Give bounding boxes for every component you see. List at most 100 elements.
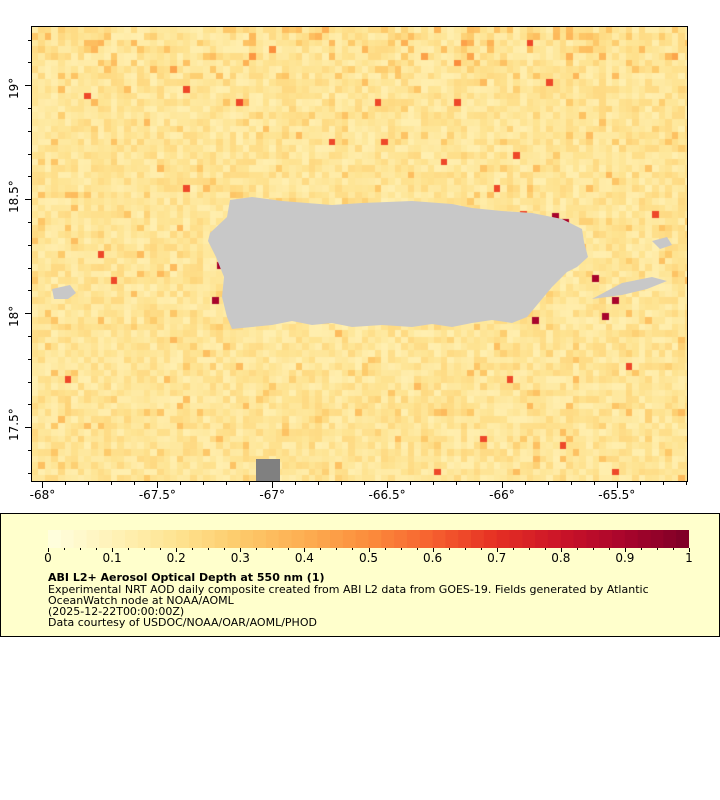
- lon-tick: [65, 482, 67, 485]
- colorbar-tick: [304, 548, 306, 552]
- colorbar-swatch: [163, 530, 177, 548]
- colorbar-tick: [112, 548, 114, 552]
- colorbar-tick: [384, 548, 386, 550]
- colorbar-tick-label: 0.6: [423, 551, 443, 565]
- colorbar-swatch: [650, 530, 664, 548]
- colorbar-tick-label: 0: [44, 551, 52, 565]
- colorbar-swatch: [676, 530, 689, 548]
- colorbar-swatch: [496, 530, 511, 548]
- lon-tick: [410, 482, 412, 485]
- lon-label: -66°: [489, 488, 515, 502]
- colorbar-swatch: [214, 530, 228, 548]
- lon-tick: [616, 482, 618, 488]
- lon-tick: [249, 482, 251, 485]
- lon-tick: [547, 482, 549, 485]
- colorbar-tick: [288, 548, 290, 550]
- colorbar-swatch: [265, 530, 280, 548]
- colorbar-swatch: [201, 530, 216, 548]
- colorbar-swatch: [381, 530, 395, 548]
- lon-tick: [88, 482, 90, 485]
- colorbar-swatch: [278, 530, 293, 548]
- colorbar-swatch: [624, 530, 639, 548]
- aod-map: [31, 26, 688, 482]
- lon-tick: [455, 482, 457, 485]
- colorbar-swatch: [189, 530, 203, 548]
- culebra-island: [652, 237, 672, 249]
- lon-tick: [134, 482, 136, 485]
- colorbar-tick-label: 0.9: [615, 551, 635, 565]
- colorbar-tick: [192, 548, 194, 550]
- colorbar-tick: [80, 548, 82, 550]
- colorbar-swatch: [86, 530, 100, 548]
- legend-line-2: OceanWatch node at NOAA/AOML: [48, 594, 234, 607]
- lon-label: -68°: [29, 488, 56, 502]
- colorbar-tick: [208, 548, 210, 550]
- lon-tick: [42, 482, 44, 488]
- colorbar-tick: [448, 548, 450, 550]
- colorbar-tick-label: 0.5: [358, 551, 379, 565]
- colorbar-tick: [432, 548, 434, 552]
- lon-tick: [501, 482, 503, 488]
- lat-tick: [28, 290, 31, 292]
- lat-tick: [28, 244, 31, 246]
- colorbar-tick: [640, 548, 642, 550]
- colorbar-swatch: [419, 530, 434, 548]
- lon-label: -66.5°: [368, 488, 406, 502]
- colorbar-swatch: [612, 530, 626, 548]
- lat-label: 18.5°: [7, 180, 21, 214]
- colorbar-tick: [624, 548, 626, 552]
- colorbar-swatch: [573, 530, 587, 548]
- colorbar-swatch: [73, 530, 87, 548]
- lat-tick: [28, 62, 31, 64]
- colorbar-tick: [128, 548, 130, 550]
- colorbar-swatch: [342, 530, 357, 548]
- colorbar-swatch: [458, 530, 472, 548]
- lat-tick: [28, 404, 31, 406]
- lon-tick: [433, 482, 434, 485]
- colorbar-swatch: [99, 530, 113, 548]
- colorbar-tick: [689, 548, 690, 552]
- lon-tick: [111, 482, 113, 485]
- lon-label: -67°: [259, 488, 286, 502]
- lon-tick: [639, 482, 641, 485]
- colorbar-swatch: [60, 530, 75, 548]
- colorbar-swatch: [240, 530, 254, 548]
- colorbar-swatch: [330, 530, 344, 548]
- mona-island: [52, 285, 76, 299]
- colorbar-swatch: [432, 530, 446, 548]
- colorbar-tick-label: 1: [685, 551, 693, 565]
- lat-tick: [25, 199, 31, 201]
- colorbar-swatch: [137, 530, 152, 548]
- colorbar-tick: [320, 548, 322, 550]
- lat-tick: [28, 222, 31, 224]
- lat-tick: [28, 153, 31, 155]
- lat-label: 19°: [7, 77, 21, 100]
- colorbar-tick-label: 0.2: [166, 551, 186, 565]
- colorbar-tick: [96, 548, 98, 550]
- lat-label: 18°: [7, 305, 21, 328]
- lon-label: -65.5°: [598, 488, 636, 502]
- colorbar-swatch: [150, 530, 164, 548]
- colorbar-tick: [256, 548, 258, 550]
- lat-tick: [25, 85, 31, 87]
- colorbar-swatch: [253, 530, 267, 548]
- colorbar-tick: [144, 548, 146, 550]
- colorbar-tick: [672, 548, 674, 550]
- colorbar-tick-label: 0.3: [230, 551, 250, 565]
- vieques-island: [592, 277, 667, 299]
- colorbar-tick: [592, 548, 594, 550]
- colorbar-swatch: [317, 530, 331, 548]
- lon-label: -67.5°: [138, 488, 176, 502]
- colorbar-tick: [416, 548, 418, 550]
- colorbar-swatch: [586, 530, 600, 548]
- lon-tick: [685, 482, 687, 485]
- lon-tick: [662, 482, 664, 485]
- colorbar-swatch: [124, 530, 139, 548]
- lat-tick: [28, 381, 31, 383]
- lon-tick: [180, 482, 182, 485]
- colorbar-swatch: [368, 530, 382, 548]
- legend-title: ABI L2+ Aerosol Optical Depth at 550 nm …: [48, 571, 325, 584]
- colorbar-swatch: [445, 530, 459, 548]
- colorbar-tick: [560, 548, 562, 552]
- colorbar-tick: [336, 548, 338, 550]
